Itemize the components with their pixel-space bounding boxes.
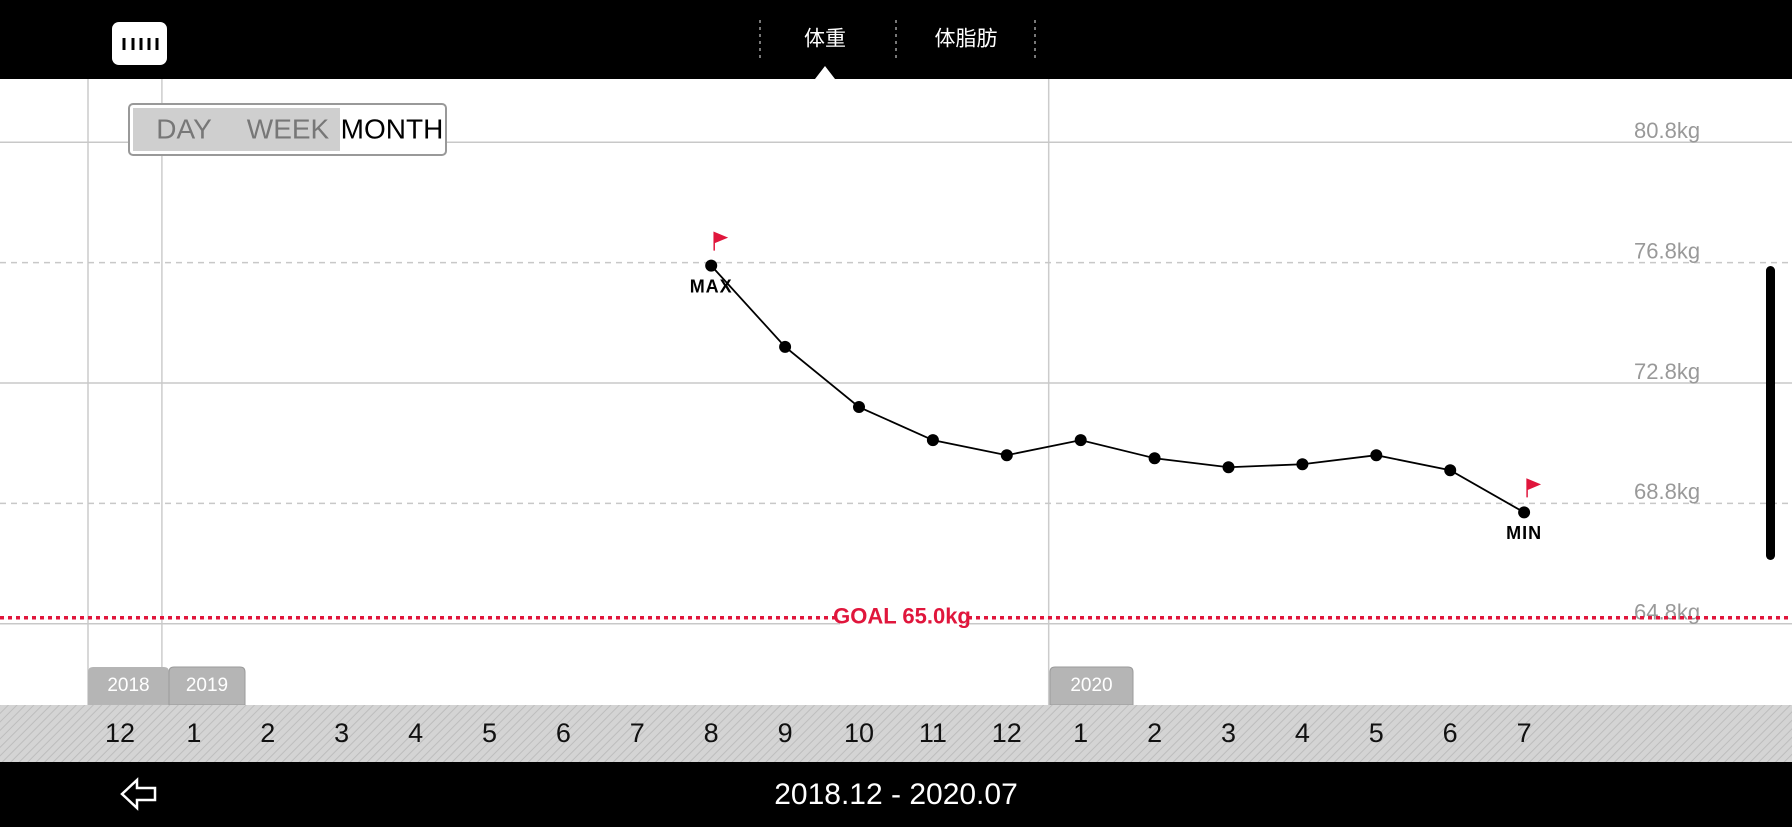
point [705, 259, 718, 272]
point [926, 434, 939, 447]
x-tick-label: 12 [992, 718, 1022, 748]
x-tick-label: 5 [1369, 718, 1384, 748]
x-tick-label: 10 [844, 718, 874, 748]
extreme-label: MAX [690, 276, 733, 296]
flag [1526, 478, 1542, 498]
x-tick-label: 3 [1221, 718, 1236, 748]
line [710, 264, 1525, 514]
goal-label-bg [840, 603, 965, 632]
period-button[interactable]: WEEK [247, 113, 330, 144]
date-range: 2018.12 - 2020.07 [774, 778, 1018, 811]
tab-indicator [815, 66, 835, 79]
point [779, 340, 792, 353]
x-tick-label: 6 [1443, 718, 1458, 748]
point [1296, 458, 1309, 471]
logo-marks [122, 38, 159, 50]
x-tick-label: 4 [1295, 718, 1310, 748]
point [1444, 464, 1457, 477]
y-tick-label: 72.8kg [1634, 359, 1700, 384]
x-tick-label: 1 [1073, 718, 1088, 748]
y-tick-label: 64.8kg [1634, 600, 1700, 625]
year-tab [1049, 666, 1134, 706]
period-button[interactable]: DAY [156, 113, 212, 144]
tab[interactable]: 体重 [804, 28, 846, 51]
x-tick-label: 6 [556, 718, 571, 748]
x-tick-label: 12 [105, 718, 135, 748]
x-tick-label: 8 [704, 718, 719, 748]
period-off-bg [133, 108, 340, 151]
year-tab [88, 667, 169, 705]
top-bar [0, 0, 1792, 79]
y-tick-label: 76.8kg [1634, 238, 1700, 263]
point [853, 401, 865, 414]
x-tick-label: 1 [186, 718, 201, 748]
flag [713, 231, 729, 251]
x-tick-label: 9 [778, 718, 793, 748]
year-label: 2020 [1070, 675, 1112, 696]
x-tick-label: 5 [482, 718, 497, 748]
year-label: 2018 [107, 675, 149, 696]
x-tick-label: 3 [334, 718, 349, 748]
x-tick-label: 11 [919, 718, 947, 748]
back-button[interactable] [120, 777, 157, 811]
x-tick-label: 7 [1517, 718, 1532, 748]
tab[interactable]: 体脂肪 [935, 28, 998, 51]
point [1000, 449, 1013, 462]
point [1148, 452, 1161, 465]
year-tab [168, 666, 246, 706]
point [1518, 506, 1531, 519]
x-axis-band [0, 705, 1792, 762]
point [1370, 449, 1383, 462]
point [1074, 434, 1087, 447]
footer [0, 762, 1792, 827]
scrollbar [1766, 266, 1775, 560]
goal-label: GOAL 65.0kg [833, 604, 971, 629]
year-label: 2019 [186, 675, 228, 696]
x-tick-label: 7 [630, 718, 645, 748]
x-tick-label: 2 [260, 718, 275, 748]
y-tick-label: 68.8kg [1634, 479, 1700, 504]
plot: 64.8kg 68.8kg 72.8kg 76.8kg 80.8kg GOAL 65.0k… [0, 79, 1792, 706]
extreme-label: MIN [1506, 523, 1542, 543]
x-tick-label: 4 [408, 718, 423, 748]
x-tick-label: 2 [1147, 718, 1162, 748]
point [1222, 461, 1235, 474]
period-button[interactable]: MONTH [341, 113, 444, 144]
y-tick-label: 80.8kg [1634, 118, 1700, 143]
